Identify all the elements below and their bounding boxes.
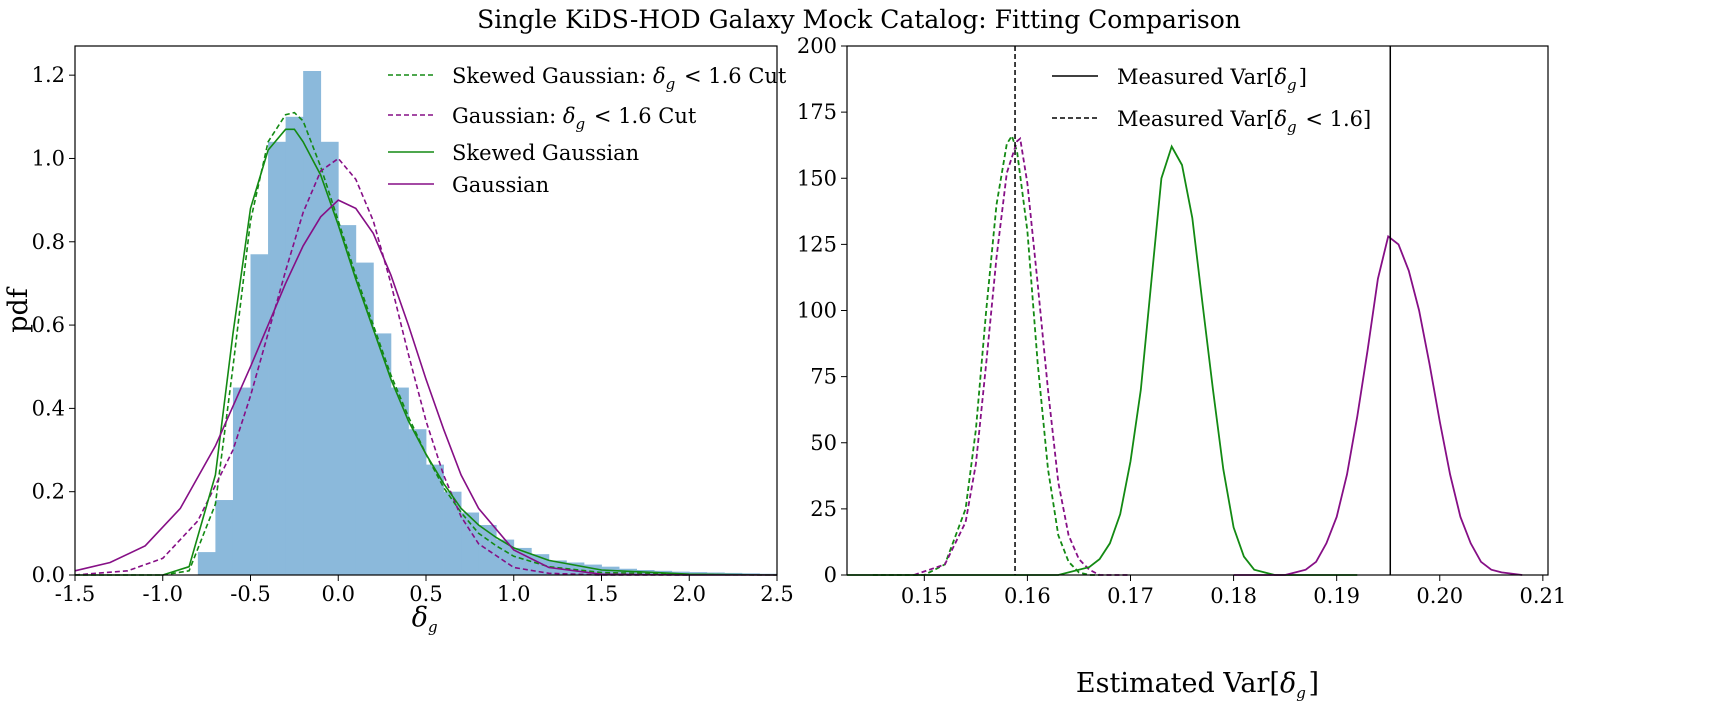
legend-label: Skewed Gaussian: δg < 1.6 Cut (452, 64, 787, 93)
histogram (197, 70, 778, 576)
y-tick-label: 0.0 (32, 563, 65, 587)
x-tick-label: -1.5 (55, 582, 96, 606)
y-tick-label: 1.0 (32, 146, 65, 170)
y-tick-label: 100 (797, 299, 837, 323)
x-tick-label: 0.21 (1519, 584, 1566, 608)
histogram-bar (390, 387, 409, 575)
skewed-gaussian-cut-curve (75, 111, 778, 576)
fit-curves (74, 111, 778, 576)
x-tick-label: -0.5 (230, 582, 271, 606)
y-tick-label: 0.4 (32, 396, 65, 420)
y-tick-label: 0.2 (32, 480, 65, 504)
legend-label: Measured Var[δg ] (1117, 65, 1307, 94)
x-tick-label: 1.0 (497, 582, 530, 606)
gaussian-cut-estimate-curve (913, 136, 1131, 576)
histogram-bar (303, 70, 322, 575)
variance-curves (847, 133, 1523, 576)
x-tick-label: 2.0 (673, 582, 706, 606)
measured-lines (1014, 46, 1392, 575)
legend: Skewed Gaussian: δg < 1.6 Cut Gaussian: δ… (388, 64, 787, 197)
histogram-bar (408, 429, 427, 575)
histogram-bar (250, 254, 269, 576)
x-tick-label: 0.5 (409, 582, 442, 606)
y-axis-ticks: 0 25 50 75 100 125 150 175 200 (797, 34, 847, 587)
histogram-bar (320, 141, 339, 575)
y-tick-label: 50 (810, 431, 837, 455)
histogram-bar (338, 225, 357, 575)
legend-label: Gaussian: δg < 1.6 Cut (452, 104, 697, 133)
x-tick-label: 0.20 (1416, 584, 1463, 608)
y-tick-label: 200 (797, 34, 837, 58)
histogram-bar (268, 141, 286, 575)
y-tick-label: 125 (797, 232, 837, 256)
histogram-bar (355, 262, 374, 575)
histogram-bar (478, 525, 497, 575)
legend-label: Measured Var[δg < 1.6] (1117, 107, 1371, 136)
histogram-bar (583, 564, 602, 575)
legend-label: Skewed Gaussian (452, 141, 639, 165)
y-tick-label: 1.2 (32, 63, 65, 87)
y-tick-label: 175 (797, 100, 837, 124)
histogram-bar (285, 116, 304, 575)
histogram-bar (232, 387, 251, 575)
x-tick-label: 0.18 (1210, 584, 1257, 608)
x-tick-label: 1.5 (585, 582, 618, 606)
legend-label: Gaussian (452, 173, 549, 197)
histogram-bar (426, 464, 444, 575)
histogram-bar (197, 552, 216, 575)
y-tick-label: 0.8 (32, 230, 65, 254)
y-tick-label: 25 (810, 497, 837, 521)
y-tick-label: 75 (810, 365, 837, 389)
y-axis-label: pdf (3, 286, 34, 333)
variance-panel: 0.15 0.16 0.17 0.18 0.19 0.20 0.21 0 25 50 75 100 1… (797, 34, 1566, 702)
x-tick-label: 0.17 (1107, 584, 1154, 608)
histogram-bar (373, 333, 392, 575)
x-tick-label: 0.16 (1004, 584, 1051, 608)
x-tick-label: 0.19 (1313, 584, 1360, 608)
skewed-gaussian-cut-estimate-curve (872, 133, 1100, 576)
x-tick-label: -1.0 (143, 582, 184, 606)
gaussian-cut-curve (74, 157, 690, 576)
x-axis-label: δg (412, 602, 441, 636)
histogram-bar (215, 500, 234, 575)
x-axis-ticks: -1.5 -1.0 -0.5 0.0 0.5 1.0 1.5 2.0 2.5 (55, 575, 794, 606)
skewed-gaussian-estimate-curve (847, 144, 1358, 576)
gaussian-curve (74, 199, 777, 576)
histogram-bar (443, 491, 462, 575)
y-tick-label: 0.6 (32, 313, 65, 337)
legend: Measured Var[δg ] Measured Var[δg < 1.6] (1052, 65, 1371, 136)
figure-title: Single KiDS-HOD Galaxy Mock Catalog: Fit… (477, 5, 1241, 34)
gaussian-estimate-curve (1233, 234, 1523, 576)
x-tick-label: 0.15 (901, 584, 948, 608)
x-tick-label: 0.0 (322, 582, 355, 606)
y-axis-ticks: 0.0 0.2 0.4 0.6 0.8 1.0 1.2 (32, 63, 75, 587)
x-tick-label: 2.5 (760, 582, 793, 606)
pdf-panel: -1.5 -1.0 -0.5 0.0 0.5 1.0 1.5 2.0 2.5 0.0 0.2 0.4… (3, 45, 794, 636)
y-tick-label: 0 (824, 563, 837, 587)
x-axis-ticks: 0.15 0.16 0.17 0.18 0.19 0.20 0.21 (901, 575, 1566, 608)
x-axis-label: Estimated Var[δg ] (1076, 668, 1319, 702)
y-tick-label: 150 (797, 166, 837, 190)
